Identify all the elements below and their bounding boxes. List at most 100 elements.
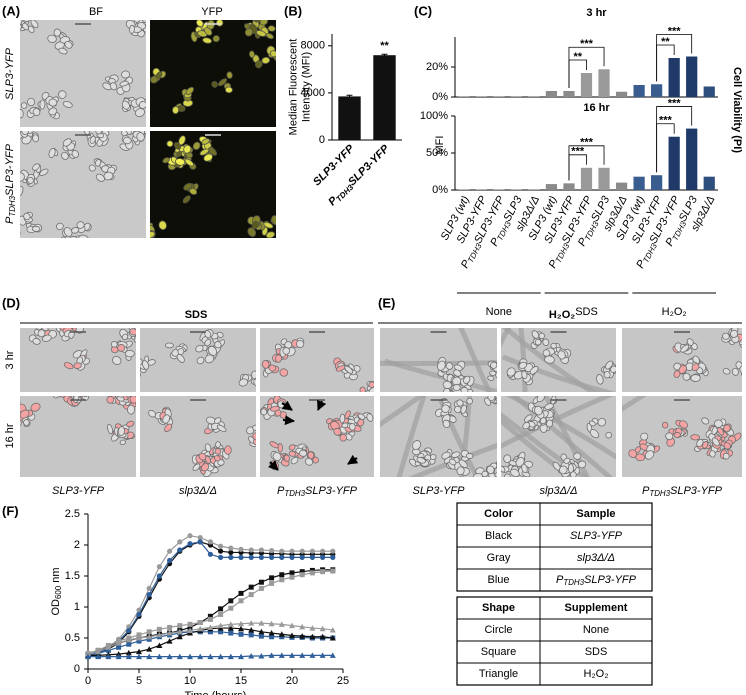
y-tick-label: 2.5: [65, 508, 80, 520]
micrograph: [9, 131, 146, 238]
y-tick-label: 1: [74, 601, 80, 613]
bar: [580, 167, 593, 190]
cell: [279, 368, 289, 377]
cell: [121, 333, 129, 341]
cell: [27, 25, 35, 34]
micrograph: [501, 328, 616, 392]
cell: [272, 452, 282, 461]
table-cell: SDS: [585, 646, 608, 658]
marker: [299, 652, 306, 658]
marker: [227, 625, 234, 631]
marker: [177, 623, 183, 629]
column-label-part: TDH3: [649, 489, 670, 498]
marker: [238, 546, 244, 552]
cell: [610, 365, 616, 374]
cell: [30, 402, 41, 412]
bar: [373, 55, 396, 141]
cell: [603, 371, 611, 379]
cell: [107, 423, 113, 435]
cell: [359, 386, 366, 392]
marker: [218, 543, 224, 549]
marker: [330, 554, 336, 561]
y-tick-label: 2: [74, 539, 80, 551]
cell: [265, 231, 276, 238]
marker: [269, 580, 275, 586]
micrograph: [150, 20, 276, 127]
marker: [207, 613, 213, 619]
marker: [228, 545, 234, 551]
cell: [56, 222, 64, 231]
cell: [77, 396, 87, 397]
cell: [546, 419, 554, 428]
cell: [460, 404, 467, 414]
arrow: [347, 454, 359, 465]
cell: [473, 473, 483, 477]
cell: [39, 168, 49, 176]
marker: [207, 624, 214, 630]
bar: [633, 85, 645, 97]
cell: [534, 405, 543, 416]
cell: [174, 158, 186, 166]
cell: [20, 409, 30, 419]
x-tick-label: 20: [286, 675, 298, 687]
cell: [110, 341, 118, 348]
cell: [73, 362, 82, 369]
cell: [133, 334, 136, 343]
marker: [207, 551, 213, 557]
hypha: [459, 396, 472, 477]
bar: [598, 167, 610, 190]
marker: [228, 605, 234, 611]
cell: [64, 40, 73, 49]
cell: [162, 157, 170, 164]
cell: [269, 441, 279, 449]
marker: [248, 632, 254, 638]
marker: [228, 554, 234, 561]
cell: [544, 355, 555, 364]
marker: [320, 548, 326, 554]
panel-label: (D): [2, 295, 20, 310]
y-tick-label: 4000: [301, 87, 325, 99]
x-axis-label: Time (hours): [185, 690, 247, 695]
table-header: Shape: [482, 602, 515, 614]
cell: [456, 466, 465, 476]
marker: [197, 534, 203, 541]
hypha: [622, 396, 647, 412]
cell: [80, 396, 89, 401]
marker: [319, 625, 326, 632]
cell: [267, 25, 276, 32]
cell: [536, 396, 546, 403]
micrograph: [260, 396, 374, 477]
significance: ***: [580, 137, 594, 149]
marker: [268, 652, 275, 658]
cell: [30, 20, 39, 29]
cell: [436, 360, 446, 371]
marker: [258, 585, 264, 591]
marker: [156, 653, 163, 660]
cell: [711, 437, 720, 447]
cell: [196, 356, 205, 365]
cell: [9, 134, 18, 145]
cell: [458, 459, 468, 469]
marker: [156, 642, 163, 648]
y-axis-label: MFI: [434, 136, 446, 155]
marker: [309, 554, 315, 561]
cell: [325, 418, 333, 424]
cell: [628, 449, 638, 458]
micrograph: [140, 328, 256, 392]
cell: [487, 375, 495, 381]
cell: [117, 426, 125, 437]
cell: [339, 433, 347, 442]
significance: ***: [668, 25, 682, 37]
cell: [48, 147, 56, 159]
marker: [218, 611, 224, 617]
row-label: 16 hr: [4, 423, 16, 448]
marker: [177, 547, 183, 553]
marker: [289, 652, 295, 658]
marker: [227, 621, 234, 627]
cell: [251, 220, 259, 229]
cell: [691, 363, 700, 372]
cell: [539, 417, 547, 425]
significance-bracket: [568, 145, 605, 181]
marker: [268, 620, 275, 627]
cell: [550, 342, 557, 349]
